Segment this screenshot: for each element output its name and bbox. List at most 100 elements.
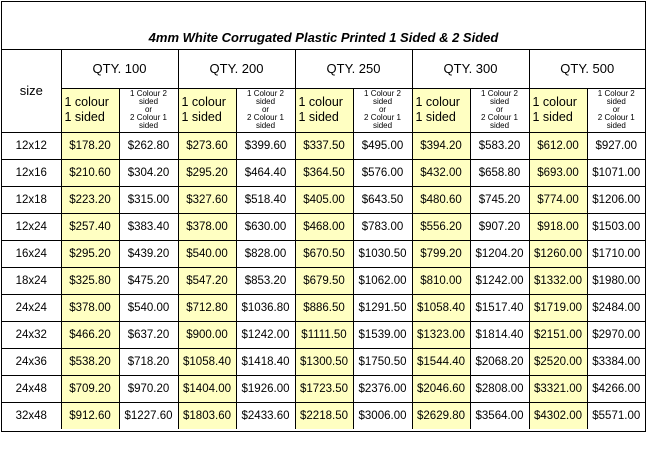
price-cell-two-colour: $518.40 [235, 185, 296, 214]
price-cell-two-colour: $3384.00 [586, 347, 645, 376]
price-cell-one-colour: $2218.50 [294, 401, 354, 429]
sub-header-two-colour: 1 Colour 2 sided or 2 Colour 1 sided [352, 87, 413, 133]
price-cell-one-colour: $432.00 [411, 158, 471, 187]
price-cell-two-colour: $304.20 [118, 158, 179, 187]
price-cell-two-colour: $262.80 [118, 131, 179, 160]
price-cell-one-colour: $327.60 [177, 185, 237, 214]
price-cell-one-colour: $468.00 [294, 212, 354, 241]
price-cell-two-colour: $1242.00 [469, 266, 530, 295]
price-cell-two-colour: $853.20 [235, 266, 296, 295]
price-cell-one-colour: $2629.80 [411, 401, 471, 429]
price-cell-two-colour: $2484.00 [586, 293, 645, 322]
sub-header-two-colour: 1 Colour 2 sided or 2 Colour 1 sided [469, 87, 530, 133]
price-cell-two-colour: $2068.20 [469, 347, 530, 376]
price-cell-one-colour: $679.50 [294, 266, 354, 295]
table-row: 12x24 $257.40 $383.40 $378.00 $630.00 $468.00… [2, 212, 645, 241]
price-cell-two-colour: $1071.00 [586, 158, 645, 187]
price-cell-one-colour: $538.20 [60, 347, 120, 376]
price-cell-one-colour: $612.00 [528, 131, 588, 160]
price-cell-one-colour: $1723.50 [294, 374, 354, 403]
two-colour-label-line: 1 Colour 2 sided [481, 89, 518, 106]
price-cell-one-colour: $1544.40 [411, 347, 471, 376]
qty-header-300: QTY. 300 [411, 49, 530, 89]
price-cell-one-colour: $693.00 [528, 158, 588, 187]
price-cell-two-colour: $4266.00 [586, 374, 645, 403]
price-cell-two-colour: $828.00 [235, 239, 296, 268]
size-cell: 18x24 [2, 266, 62, 295]
price-cell-two-colour: $1539.00 [352, 320, 413, 349]
qty-header-500: QTY. 500 [528, 49, 645, 89]
price-cell-two-colour: $970.20 [118, 374, 179, 403]
price-table: size QTY. 100 QTY. 200 QTY. 250 QTY. 300… [2, 49, 645, 429]
price-cell-one-colour: $337.50 [294, 131, 354, 160]
price-cell-one-colour: $1719.00 [528, 293, 588, 322]
price-cell-two-colour: $5571.00 [586, 401, 645, 429]
price-cell-two-colour: $1517.40 [469, 293, 530, 322]
size-cell: 12x18 [2, 185, 62, 214]
price-cell-one-colour: $2151.00 [528, 320, 588, 349]
price-cell-one-colour: $1803.60 [177, 401, 237, 429]
sub-header-two-colour: 1 Colour 2 sided or 2 Colour 1 sided [586, 87, 645, 133]
sub-header-row: 1 colour 1 sided 1 Colour 2 sided or 2 Colo… [2, 87, 645, 133]
one-colour-label: 1 colour 1 sided [298, 95, 343, 124]
qty-header-100: QTY. 100 [60, 49, 179, 89]
one-colour-label: 1 colour 1 sided [64, 95, 109, 124]
price-cell-one-colour: $394.20 [411, 131, 471, 160]
price-cell-one-colour: $480.60 [411, 185, 471, 214]
price-cell-two-colour: $2970.00 [586, 320, 645, 349]
price-cell-two-colour: $1030.50 [352, 239, 413, 268]
price-cell-two-colour: $745.20 [469, 185, 530, 214]
price-cell-one-colour: $1323.00 [411, 320, 471, 349]
price-cell-one-colour: $1404.00 [177, 374, 237, 403]
price-cell-two-colour: $1710.00 [586, 239, 645, 268]
price-cell-two-colour: $1204.20 [469, 239, 530, 268]
size-cell: 24x32 [2, 320, 62, 349]
price-cell-one-colour: $2520.00 [528, 347, 588, 376]
price-cell-one-colour: $273.60 [177, 131, 237, 160]
sub-header-two-colour: 1 Colour 2 sided or 2 Colour 1 sided [118, 87, 179, 133]
price-cell-two-colour: $658.80 [469, 158, 530, 187]
price-cell-one-colour: $900.00 [177, 320, 237, 349]
two-colour-label-line: 2 Colour 1 sided [364, 113, 401, 130]
one-colour-label: 1 colour 1 sided [532, 95, 577, 124]
two-colour-label-line: 1 Colour 2 sided [364, 89, 401, 106]
price-cell-two-colour: $383.40 [118, 212, 179, 241]
price-cell-one-colour: $1300.50 [294, 347, 354, 376]
price-cell-two-colour: $907.20 [469, 212, 530, 241]
price-cell-one-colour: $918.00 [528, 212, 588, 241]
price-cell-one-colour: $1111.50 [294, 320, 354, 349]
two-colour-label-line: 1 Colour 2 sided [597, 89, 635, 106]
qty-header-200: QTY. 200 [177, 49, 296, 89]
price-cell-one-colour: $709.20 [60, 374, 120, 403]
price-cell-two-colour: $1227.60 [118, 401, 179, 429]
price-cell-one-colour: $405.00 [294, 185, 354, 214]
sub-header-one-colour: 1 colour 1 sided [411, 87, 471, 133]
price-cell-two-colour: $2808.00 [469, 374, 530, 403]
size-cell: 24x48 [2, 374, 62, 403]
sub-header-one-colour: 1 colour 1 sided [528, 87, 588, 133]
price-cell-two-colour: $1418.40 [235, 347, 296, 376]
price-cell-two-colour: $783.00 [352, 212, 413, 241]
size-cell: 12x12 [2, 131, 62, 160]
price-cell-one-colour: $912.60 [60, 401, 120, 429]
table-row: 12x16 $210.60 $304.20 $295.20 $464.40 $364.50… [2, 158, 645, 187]
price-cell-two-colour: $439.20 [118, 239, 179, 268]
price-cell-two-colour: $1206.00 [586, 185, 645, 214]
two-colour-label-line: 2 Colour 1 sided [247, 113, 284, 130]
price-cell-two-colour: $315.00 [118, 185, 179, 214]
price-cell-one-colour: $1260.00 [528, 239, 588, 268]
table-row: 16x24 $295.20 $439.20 $540.00 $828.00 $670.50… [2, 239, 645, 268]
price-cell-one-colour: $1332.00 [528, 266, 588, 295]
price-cell-two-colour: $1291.50 [352, 293, 413, 322]
price-cell-two-colour: $927.00 [586, 131, 645, 160]
price-cell-two-colour: $3006.00 [352, 401, 413, 429]
price-cell-one-colour: $670.50 [294, 239, 354, 268]
price-cell-two-colour: $464.40 [235, 158, 296, 187]
price-cell-two-colour: $718.20 [118, 347, 179, 376]
two-colour-label-line: 2 Colour 1 sided [597, 113, 635, 130]
price-cell-one-colour: $178.20 [60, 131, 120, 160]
price-cell-two-colour: $540.00 [118, 293, 179, 322]
price-cell-two-colour: $643.50 [352, 185, 413, 214]
table-row: 32x48 $912.60 $1227.60 $1803.60 $2433.60 $221… [2, 401, 645, 429]
two-colour-label-line: 2 Colour 1 sided [481, 113, 518, 130]
